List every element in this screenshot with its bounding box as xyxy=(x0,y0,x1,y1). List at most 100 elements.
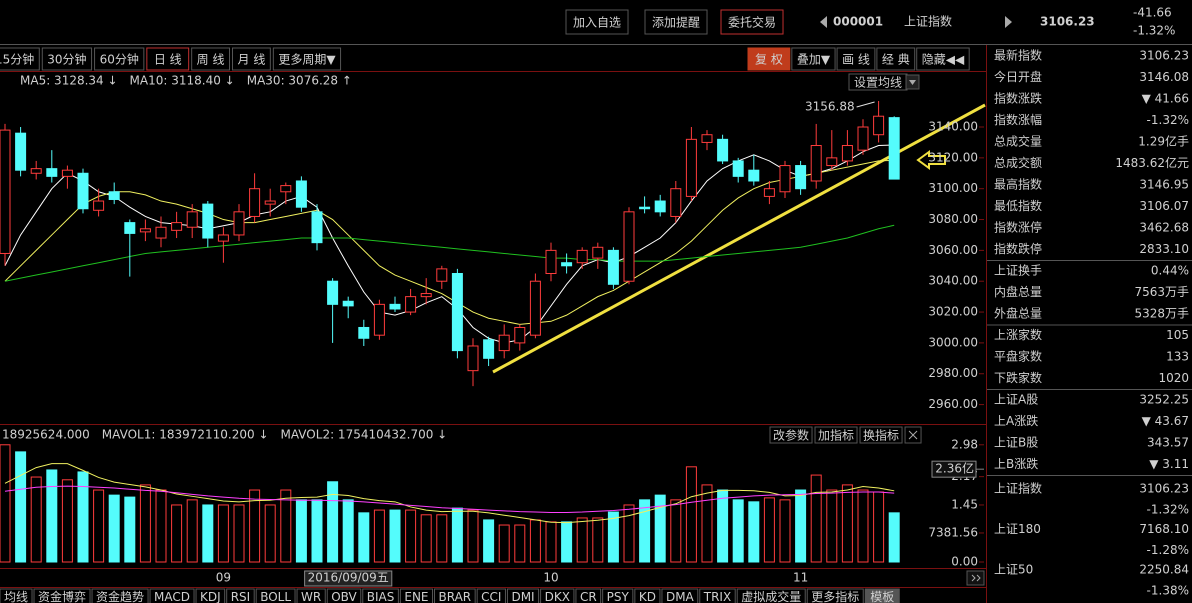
volume-bar xyxy=(358,512,370,563)
indicator-button-box[interactable] xyxy=(859,426,903,444)
indicator-tab[interactable]: KDJ xyxy=(200,590,221,603)
header-button[interactable]: 加入自选 xyxy=(573,16,621,30)
period-tab-box[interactable] xyxy=(41,47,93,71)
indicator-tab[interactable]: 更多指标 xyxy=(811,589,859,603)
indicator-tab-box[interactable] xyxy=(476,588,506,603)
candle-body xyxy=(280,185,292,193)
indicator-tab[interactable]: DMA xyxy=(666,590,695,603)
indicator-tab-box[interactable] xyxy=(226,588,255,603)
tool-tab-box[interactable] xyxy=(836,47,876,71)
stock-code: 000001 xyxy=(833,15,883,29)
period-tab-box[interactable] xyxy=(272,47,342,71)
indicator-tab[interactable]: 均线 xyxy=(4,590,28,603)
quote-label: 指数涨跌 xyxy=(994,91,1042,106)
tool-tab-box[interactable] xyxy=(876,47,916,71)
indicator-button[interactable]: 换指标 xyxy=(863,428,899,443)
indicator-tab[interactable]: BRAR xyxy=(439,590,472,603)
indicator-tab[interactable]: WR xyxy=(301,590,321,603)
volume-bar xyxy=(514,524,526,563)
indicator-tab[interactable]: DKX xyxy=(545,590,570,603)
indicator-tab[interactable]: CR xyxy=(580,590,597,603)
indicator-tab[interactable]: MACD xyxy=(154,590,190,603)
indicator-tab-box[interactable] xyxy=(296,588,326,603)
header-button-box[interactable] xyxy=(565,9,629,35)
tool-tab[interactable]: 画 线 xyxy=(842,53,870,67)
indicator-tab-box[interactable] xyxy=(91,588,149,603)
indicator-tab[interactable]: TRIX xyxy=(703,590,731,603)
volume-bar xyxy=(342,499,354,563)
indicator-tab-box[interactable] xyxy=(362,588,399,603)
indicator-button[interactable]: 加指标 xyxy=(818,428,854,443)
period-tab[interactable]: 更多周期▼ xyxy=(278,53,336,67)
indicator-tab-box[interactable] xyxy=(33,588,91,603)
tool-tab[interactable]: 复 权 xyxy=(755,53,783,67)
legend-entry: MA5: 3128.34 ↓ xyxy=(20,74,118,88)
period-tab-box[interactable] xyxy=(0,47,40,71)
header-button-box[interactable] xyxy=(644,9,708,35)
period-tab-box[interactable] xyxy=(94,47,145,71)
indicator-tab-box[interactable] xyxy=(540,588,575,603)
indicator-tab-box[interactable] xyxy=(0,588,33,603)
tool-tab-box[interactable] xyxy=(916,47,970,71)
indicator-tab[interactable]: 虚拟成交量 xyxy=(741,589,801,603)
tool-tab-box[interactable] xyxy=(791,47,836,71)
candle-body xyxy=(124,222,136,234)
next-arrow[interactable] xyxy=(1005,16,1012,28)
indicator-tab[interactable]: CCI xyxy=(481,590,501,603)
period-tab[interactable]: 15分钟 xyxy=(0,52,34,67)
prev-arrow[interactable] xyxy=(820,16,827,28)
indicator-tab[interactable]: ENE xyxy=(404,590,428,603)
tool-tab[interactable]: 叠加▼ xyxy=(797,53,831,67)
indicator-tab[interactable]: 资金趋势 xyxy=(96,589,144,603)
indicator-tab[interactable]: RSI xyxy=(231,590,251,603)
tool-tab[interactable]: 隐藏◀◀ xyxy=(922,53,965,67)
indicator-button[interactable]: 改参数 xyxy=(773,428,809,443)
period-tab[interactable]: 60分钟 xyxy=(100,52,139,67)
indicator-tab-box[interactable] xyxy=(326,588,362,603)
period-tab[interactable]: 日 线 xyxy=(154,53,182,67)
index-value: 7168.10 xyxy=(1139,522,1189,536)
indicator-tab[interactable]: DMI xyxy=(511,590,534,603)
indicator-tab-box[interactable] xyxy=(736,588,806,603)
period-tab[interactable]: 周 线 xyxy=(197,53,225,67)
indicator-tab[interactable]: KD xyxy=(639,590,656,603)
candle-body xyxy=(171,222,183,231)
candle-body xyxy=(186,211,198,228)
indicator-tab[interactable]: OBV xyxy=(331,590,357,603)
indicator-button-box[interactable] xyxy=(814,426,858,444)
period-tab[interactable]: 月 线 xyxy=(238,53,266,67)
indicator-button-box[interactable] xyxy=(769,426,813,444)
indicator-tab-box[interactable] xyxy=(602,588,634,603)
indicator-tab-box[interactable] xyxy=(634,588,661,603)
indicator-tab[interactable]: BIAS xyxy=(367,590,395,603)
volume-bar xyxy=(654,494,666,563)
indicator-tab-box[interactable] xyxy=(255,588,296,603)
header-button[interactable]: 委托交易 xyxy=(728,15,776,30)
indicator-tab[interactable]: 资金博弈 xyxy=(38,589,86,603)
header-button[interactable]: 添加提醒 xyxy=(652,15,700,30)
indicator-tab-box[interactable] xyxy=(661,588,699,603)
header-button-box[interactable] xyxy=(720,9,784,35)
indicator-tab-box[interactable] xyxy=(195,588,226,603)
indicator-tab-box[interactable] xyxy=(149,588,195,603)
indicator-tab[interactable]: PSY xyxy=(607,590,630,603)
period-tab-box[interactable] xyxy=(232,47,271,71)
tool-tab[interactable]: 经 典 xyxy=(882,53,910,67)
indicator-tab-box[interactable] xyxy=(864,588,900,603)
indicator-tab[interactable]: 模板 xyxy=(870,590,894,603)
ma-line xyxy=(4,159,895,325)
indicator-tab-box[interactable] xyxy=(434,588,476,603)
indicator-tab-box[interactable] xyxy=(699,588,736,603)
indicator-tab-box[interactable] xyxy=(806,588,864,603)
settings-button[interactable]: 设置均线 xyxy=(854,76,902,90)
indicator-tab[interactable]: BOLL xyxy=(260,590,291,603)
candle-body xyxy=(46,168,58,177)
indicator-tab-box[interactable] xyxy=(506,588,540,603)
indicator-tab-box[interactable] xyxy=(575,588,602,603)
volume-bar xyxy=(451,507,463,563)
period-tab-box[interactable] xyxy=(191,47,230,71)
period-tab-box[interactable] xyxy=(146,47,190,71)
indicator-tab-box[interactable] xyxy=(399,588,434,603)
period-tab[interactable]: 30分钟 xyxy=(47,52,86,67)
tool-tab-box[interactable] xyxy=(747,47,791,71)
